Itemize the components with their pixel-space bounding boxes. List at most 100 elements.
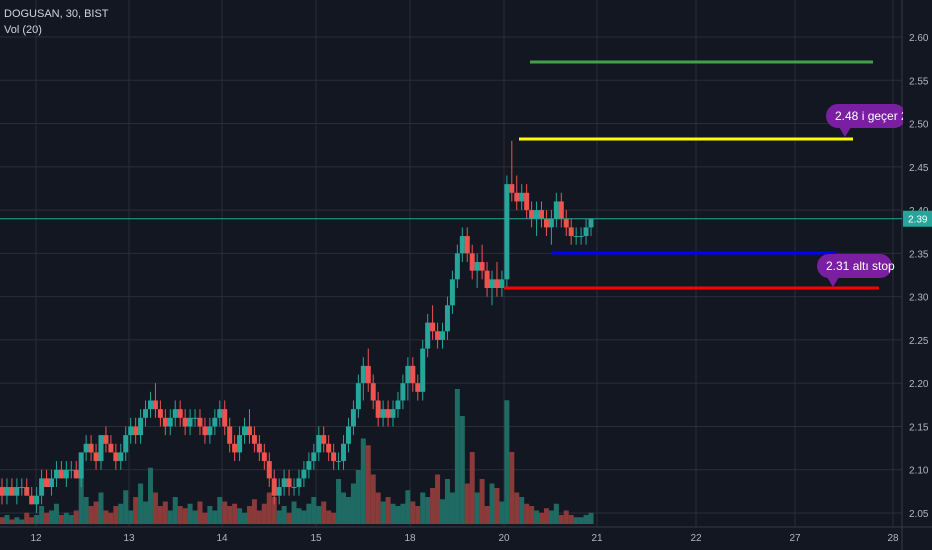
candle-body	[380, 409, 386, 418]
price-tick-label[interactable]: 2.15	[909, 422, 929, 433]
volume-bar	[93, 501, 99, 524]
volume-bar	[157, 506, 163, 524]
volume-bar	[341, 492, 347, 524]
price-axis-mask	[903, 100, 932, 134]
candle-body	[519, 192, 525, 202]
price-tick-label[interactable]: 2.45	[909, 163, 929, 174]
candle-body	[53, 469, 59, 479]
volume-bar	[123, 490, 129, 524]
time-tick-label[interactable]: 20	[498, 533, 510, 544]
time-tick-label[interactable]: 27	[789, 533, 801, 544]
candle-body	[286, 478, 292, 488]
legend-volume[interactable]: Vol (20)	[4, 24, 42, 36]
volume-bar	[58, 515, 64, 524]
price-tick-label[interactable]: 2.35	[909, 249, 929, 260]
candle-body	[232, 443, 238, 453]
price-tick-label[interactable]: 2.55	[909, 76, 929, 87]
volume-bar	[425, 497, 431, 524]
candle-body	[4, 487, 10, 496]
candle-body	[177, 409, 183, 418]
time-tick-label[interactable]: 12	[30, 533, 42, 544]
volume-bar	[222, 501, 228, 524]
volume-bar	[187, 503, 193, 524]
volume-bar	[494, 488, 500, 524]
price-tick-label[interactable]: 2.60	[909, 33, 929, 44]
volume-bar	[88, 506, 94, 524]
volume-bar	[133, 497, 139, 524]
volume-bar	[83, 497, 89, 524]
volume-bar	[48, 510, 54, 524]
candle-body	[48, 478, 54, 488]
candle-body	[588, 218, 594, 228]
candle-body	[9, 487, 15, 496]
price-tick-label[interactable]: 2.30	[909, 293, 929, 304]
volume-bar	[519, 497, 525, 524]
time-tick-label[interactable]: 28	[887, 533, 899, 544]
candle-body	[143, 409, 149, 418]
candle-body	[345, 426, 351, 444]
candle-body	[385, 409, 391, 418]
volume-bar	[350, 483, 356, 524]
volume-bar	[251, 499, 257, 524]
candle-body	[152, 400, 158, 410]
volume-bar	[14, 517, 20, 524]
volume-bar	[380, 501, 386, 524]
volume-bar	[0, 517, 5, 524]
volume-bar	[232, 503, 238, 524]
time-tick-label[interactable]: 18	[404, 533, 416, 544]
volume-bar	[296, 508, 302, 524]
volume-bar	[197, 501, 203, 524]
candle-body	[415, 383, 421, 392]
annotation-bubble-stop[interactable]: 2.31 altı stop	[817, 254, 895, 287]
volume-bar	[103, 510, 109, 524]
price-tick-label[interactable]: 2.25	[909, 336, 929, 347]
price-tick-label[interactable]: 2.10	[909, 466, 929, 477]
volume-bar	[578, 517, 584, 524]
candle-body	[93, 452, 99, 462]
candle-body	[133, 426, 139, 436]
candle-body	[435, 331, 441, 340]
volume-bar	[360, 438, 366, 524]
volume-bar	[98, 492, 104, 524]
candle-body	[187, 417, 193, 427]
candle-body	[291, 487, 297, 489]
candle-body	[251, 435, 257, 444]
candle-body	[524, 192, 530, 211]
volume-bar	[365, 445, 371, 524]
volume-bar	[118, 503, 124, 524]
legend-symbol[interactable]: DOGUSAN, 30, BIST	[4, 8, 109, 20]
volume-bar	[311, 497, 317, 524]
candle-body	[553, 201, 559, 219]
volume-bar	[34, 515, 40, 524]
time-tick-label[interactable]: 21	[591, 533, 603, 544]
time-tick-label[interactable]: 22	[690, 533, 702, 544]
candle-body	[484, 270, 490, 288]
volume-bar	[261, 503, 267, 524]
candle-body	[301, 469, 307, 479]
price-tick-label[interactable]: 2.20	[909, 379, 929, 390]
annotation-bubble-tail	[839, 127, 851, 137]
volume-bar	[553, 503, 559, 524]
volume-bar	[202, 512, 208, 524]
volume-bar	[242, 512, 248, 524]
annotation-bubble-target[interactable]: 2.48 i geçer 2.	[826, 104, 911, 137]
volume-bar	[370, 474, 376, 524]
volume-bar	[449, 492, 455, 524]
time-tick-label[interactable]: 14	[216, 533, 228, 544]
candle-body	[14, 487, 20, 496]
time-tick-label[interactable]: 15	[310, 533, 322, 544]
current-price-marker	[903, 210, 932, 227]
candle-body	[454, 253, 460, 280]
volume-bar	[375, 492, 381, 524]
time-tick-label[interactable]: 13	[123, 533, 135, 544]
candle-body	[237, 435, 243, 453]
volume-bar	[167, 510, 173, 524]
volume-bar	[217, 497, 223, 524]
candle-body	[479, 262, 485, 271]
volume-bar	[326, 510, 332, 524]
candle-body	[83, 443, 89, 453]
price-tick-label[interactable]: 2.05	[909, 509, 929, 520]
candle-body	[534, 210, 540, 219]
